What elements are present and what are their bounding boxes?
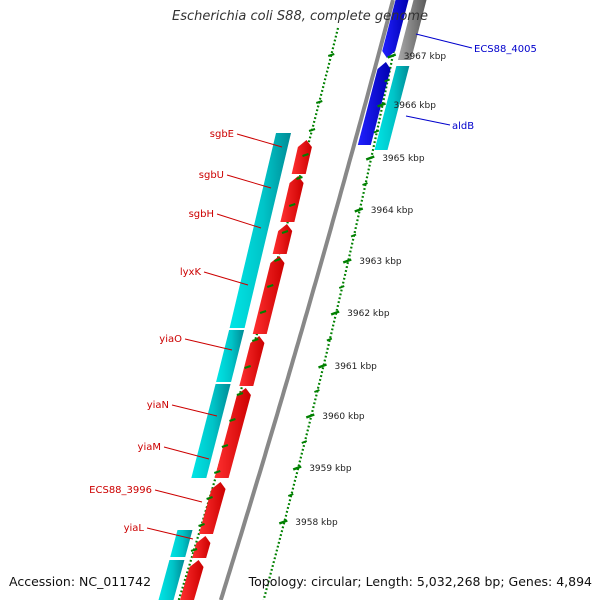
inner-ring-tick xyxy=(190,548,198,552)
gene-arrow xyxy=(239,336,265,386)
scale-tick-label: 3966 kbp xyxy=(394,101,437,111)
inner-ring-tick xyxy=(198,523,205,527)
gene-arrow xyxy=(180,560,204,600)
backbone-line xyxy=(218,0,395,600)
gene-label: sgbH xyxy=(189,209,214,220)
scale-minor-tick xyxy=(338,285,345,289)
scale-tick-label: 3967 kbp xyxy=(404,52,447,62)
inner-ring-tick xyxy=(327,53,335,57)
scale-minor-tick xyxy=(350,233,357,238)
inner-ring-tick xyxy=(251,338,259,342)
inner-ring-tick xyxy=(302,153,309,157)
scale-minor-tick xyxy=(314,389,320,393)
gene-label: lyxK xyxy=(180,267,202,278)
gene-labels: ECS88_4005 aldB sgbE sgbU sgbH lyxK yiaO yiaN yi… xyxy=(89,33,537,540)
cds-block xyxy=(229,133,292,328)
gene-arrow xyxy=(291,140,312,174)
cds-block xyxy=(158,560,185,600)
gene-label-leader xyxy=(226,174,272,189)
inner-ring-tick xyxy=(266,284,274,288)
scale-tick-mark xyxy=(318,363,327,369)
scale-tick-label: 3965 kbp xyxy=(382,154,425,164)
backbone-track xyxy=(218,0,395,600)
dotted-guide-lines xyxy=(177,11,403,600)
gene-arrow xyxy=(198,482,226,534)
inner-ring-tick xyxy=(281,230,289,234)
gene-label-leader xyxy=(216,213,262,229)
scale-tick-label: 3960 kbp xyxy=(322,412,365,422)
scale-minor-tick xyxy=(287,493,294,497)
gene-arrow xyxy=(214,388,251,478)
gene-arrow xyxy=(272,224,293,254)
inner-ring-tick xyxy=(236,392,244,396)
scale-minor-tick xyxy=(373,129,380,134)
inner-ring-tick xyxy=(229,418,236,422)
scale-minor-tick xyxy=(301,440,308,444)
scale-tick-label: 3958 kbp xyxy=(295,518,338,528)
gene-label-leader xyxy=(146,527,194,540)
inner-ring-tick xyxy=(244,365,251,369)
scale-tick-label: 3964 kbp xyxy=(371,206,414,216)
scale-ticks: 3958 kbp 3959 kbp 3960 kbp 3961 kbp 3962 kbp… xyxy=(190,52,447,552)
inner-ring-tick xyxy=(259,310,267,314)
scale-tick-mark xyxy=(387,53,397,59)
gene-label: yiaM xyxy=(138,442,161,453)
gene-ecs88-4005-gray-block xyxy=(397,0,427,60)
gene-label: ECS88_3996 xyxy=(89,485,152,496)
scale-tick-mark xyxy=(305,413,315,419)
gene-label-leader xyxy=(405,115,451,126)
scale-tick-label: 3962 kbp xyxy=(347,309,390,319)
scale-tick-mark xyxy=(292,465,302,471)
gene-label-leader xyxy=(154,489,203,503)
gene-label-leader xyxy=(171,404,218,417)
gene-label: yiaN xyxy=(147,400,169,411)
gene-arrow xyxy=(192,536,211,558)
scale-minor-tick xyxy=(362,182,368,186)
genome-summary-text: Topology: circular; Length: 5,032,268 bp… xyxy=(248,574,592,589)
scale-minor-tick xyxy=(326,337,333,342)
gene-features xyxy=(158,0,427,600)
gene-label-leader xyxy=(236,133,283,148)
scale-tick-label: 3959 kbp xyxy=(309,464,352,474)
gene-ecs88-4005-arrow xyxy=(382,0,409,58)
gene-label: yiaO xyxy=(159,334,182,345)
gene-label: sgbE xyxy=(210,129,234,140)
gene-label: ECS88_4005 xyxy=(474,44,537,55)
scale-tick-mark xyxy=(278,519,288,525)
gene-aldb-cds xyxy=(374,66,410,150)
scale-tick-mark xyxy=(365,155,375,161)
scale-tick-mark xyxy=(377,102,386,108)
gene-label-leader xyxy=(184,338,233,351)
inner-ring-tick xyxy=(288,203,296,207)
gene-label: yiaL xyxy=(124,523,145,534)
cds-block xyxy=(216,330,245,382)
gene-label-leader xyxy=(163,446,210,460)
gene-aldb-arrow xyxy=(357,62,391,145)
inner-ring-tick xyxy=(206,496,213,500)
gene-arrow xyxy=(280,176,304,222)
scale-tick-label: 3963 kbp xyxy=(359,257,402,267)
scale-tick-mark xyxy=(354,207,364,213)
inner-ring-tick xyxy=(221,444,229,448)
gene-label: aldB xyxy=(452,121,474,132)
inner-ring-tick xyxy=(296,176,303,180)
accession-text: Accession: NC_011742 xyxy=(9,574,152,589)
outer-dotted-ring xyxy=(262,11,403,600)
inner-ring-tick xyxy=(308,128,316,132)
cds-block xyxy=(170,530,193,557)
gene-arrow xyxy=(252,256,285,334)
genome-title: Escherichia coli S88, complete genome xyxy=(172,9,428,24)
scale-tick-mark xyxy=(342,258,352,264)
scale-tick-mark xyxy=(330,310,340,316)
cds-block xyxy=(191,384,231,478)
scale-tick-label: 3961 kbp xyxy=(334,362,377,372)
inner-ring-tick xyxy=(274,258,281,262)
gene-label-leader xyxy=(415,33,473,49)
gene-label: sgbU xyxy=(199,170,224,181)
inner-ring-tick xyxy=(315,100,323,104)
gene-label-leader xyxy=(203,271,249,286)
inner-ring-tick xyxy=(213,470,221,474)
scale-minor-tick xyxy=(384,78,391,83)
